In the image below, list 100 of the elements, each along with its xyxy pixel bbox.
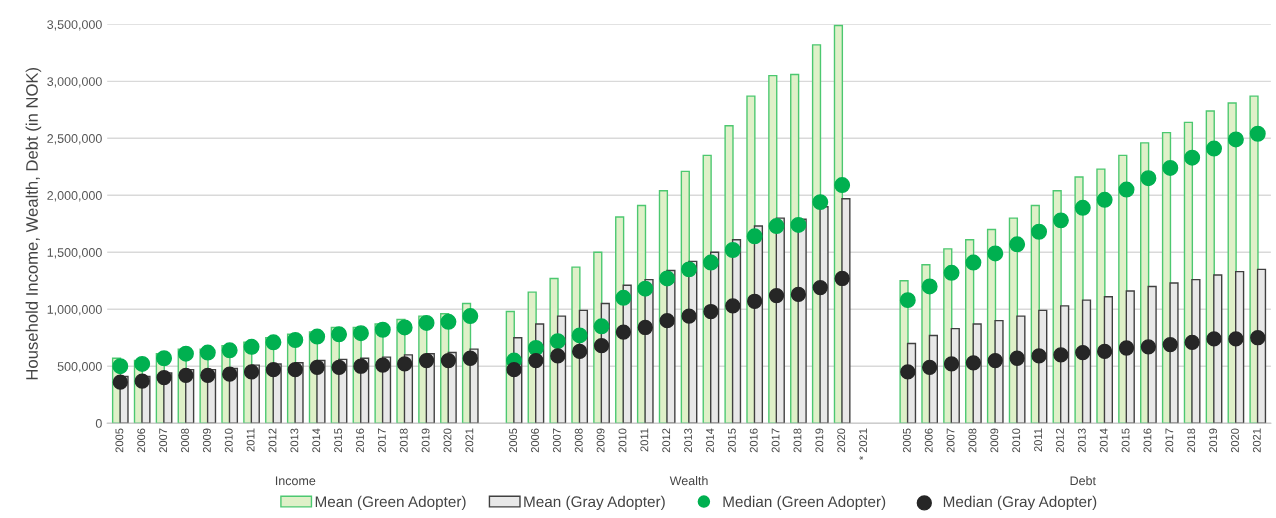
x-tick-label: 2021 xyxy=(1252,428,1261,453)
point xyxy=(1206,140,1223,157)
x-tick-label: 2005 xyxy=(902,428,911,453)
point xyxy=(922,359,938,376)
text: Debt xyxy=(1070,475,1096,486)
bar xyxy=(819,205,829,424)
point xyxy=(353,358,369,374)
point xyxy=(1031,223,1048,240)
y-tick-label: 3,500,000 xyxy=(47,20,102,31)
x-tick-label: 2017 xyxy=(377,428,386,453)
bar xyxy=(1249,95,1259,424)
point xyxy=(615,289,632,306)
point xyxy=(1118,340,1135,356)
x-tick-label: 2007 xyxy=(552,428,561,453)
point xyxy=(747,293,763,309)
bar xyxy=(841,198,851,424)
point xyxy=(418,352,435,369)
point xyxy=(374,321,391,338)
y-tick-label: 2,000,000 xyxy=(47,191,102,202)
x-tick-label: 2005 xyxy=(509,428,518,453)
point xyxy=(1184,334,1200,350)
x-tick-label: 2015 xyxy=(334,428,343,453)
x-tick-label: 2012 xyxy=(662,428,671,453)
legend-label: Median (Green Adopter) xyxy=(723,495,886,511)
bar xyxy=(1191,278,1201,424)
point xyxy=(703,303,719,320)
x-tick-label: 2019 xyxy=(1209,428,1218,453)
x-tick-label: * 2021 xyxy=(859,428,868,461)
point xyxy=(177,345,194,362)
x-tick-label: 2015 xyxy=(727,428,736,453)
point xyxy=(1140,170,1157,187)
point xyxy=(681,261,698,278)
point xyxy=(528,352,544,369)
x-tick-label: 2020 xyxy=(1231,428,1239,453)
legend-label: Mean (Gray Adopter) xyxy=(524,495,665,511)
bar xyxy=(746,95,756,424)
bar xyxy=(1169,282,1179,424)
point xyxy=(440,352,457,369)
point xyxy=(724,242,741,258)
point xyxy=(987,245,1004,262)
x-tick-label: 2017 xyxy=(771,428,780,453)
point xyxy=(200,367,216,383)
point xyxy=(943,264,960,281)
x-tick-label: 2012 xyxy=(1056,428,1064,453)
point xyxy=(746,228,763,245)
point xyxy=(943,356,960,372)
point xyxy=(1162,336,1178,353)
x-tick-label: 2011 xyxy=(246,428,255,452)
point xyxy=(593,338,610,354)
point xyxy=(243,338,260,355)
point xyxy=(659,270,676,287)
x-tick-label: 2009 xyxy=(596,428,605,453)
bar xyxy=(1235,270,1245,424)
point xyxy=(309,328,326,345)
point xyxy=(834,177,851,194)
legend-label: Median (Gray Adopter) xyxy=(943,495,1097,511)
x-tick-label: 2006 xyxy=(924,428,933,453)
x-tick-label: 2013 xyxy=(290,428,299,453)
x-tick-label: 2016 xyxy=(749,428,758,453)
x-tick-label: 2014 xyxy=(706,428,714,453)
x-tick-label: 2014 xyxy=(1099,428,1108,453)
y-tick-label: 3,000,000 xyxy=(47,77,102,88)
x-tick-label: 2011 xyxy=(1034,428,1043,452)
point xyxy=(812,279,828,296)
point xyxy=(637,319,653,336)
point xyxy=(134,373,150,389)
point xyxy=(1140,339,1157,355)
point xyxy=(287,332,304,348)
x-tick-label: 2012 xyxy=(268,428,277,453)
point xyxy=(899,292,916,309)
point xyxy=(440,313,457,330)
point xyxy=(199,344,216,361)
point xyxy=(812,194,829,211)
x-tick-label: 2016 xyxy=(1143,428,1152,453)
point xyxy=(637,280,654,297)
point xyxy=(134,355,151,372)
y-axis-title: Household Income, Wealth, Debt (in NOK) xyxy=(25,67,42,380)
point xyxy=(790,216,807,233)
x-tick-label: 2014 xyxy=(312,428,321,453)
x-tick-label: 2018 xyxy=(793,428,802,453)
point xyxy=(1009,350,1025,366)
bar xyxy=(1213,274,1223,424)
x-tick-label: 2010 xyxy=(618,428,627,453)
point xyxy=(331,359,347,376)
point xyxy=(1162,159,1179,176)
text: Wealth xyxy=(669,475,708,486)
x-tick-label: 2010 xyxy=(224,428,233,453)
point xyxy=(1031,348,1047,364)
point xyxy=(1009,236,1026,253)
point xyxy=(1206,331,1222,347)
point xyxy=(1074,199,1091,216)
point xyxy=(1053,347,1069,363)
point xyxy=(572,343,588,360)
point xyxy=(987,352,1003,369)
point xyxy=(702,254,719,271)
point xyxy=(965,254,982,271)
y-tick-label: 500,000 xyxy=(57,362,102,373)
x-tick-label: 2011 xyxy=(640,428,649,452)
x-tick-label: 2008 xyxy=(968,428,977,453)
point xyxy=(352,325,369,342)
